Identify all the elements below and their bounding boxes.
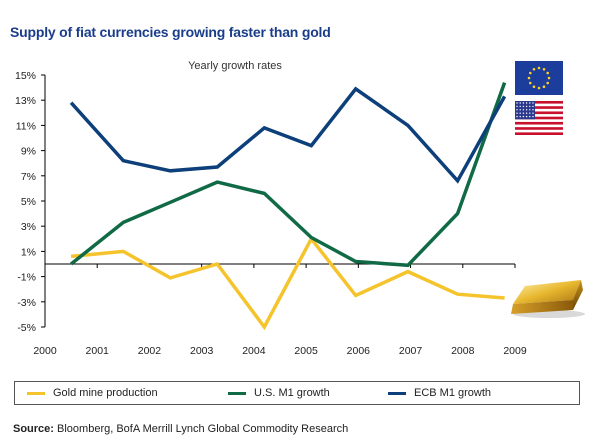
legend-swatch-gold bbox=[27, 391, 45, 395]
us-star bbox=[532, 102, 534, 104]
legend-swatch-us bbox=[228, 391, 246, 395]
x-tick-label: 2000 bbox=[33, 345, 57, 357]
eu-star bbox=[537, 66, 541, 70]
us-star bbox=[519, 102, 521, 104]
us-flag-stripe bbox=[515, 111, 563, 115]
legend-item-gold: Gold mine production bbox=[27, 382, 158, 404]
us-m1-growth-line bbox=[70, 82, 507, 268]
us-star bbox=[525, 112, 528, 114]
x-tick-label: 2006 bbox=[347, 345, 371, 357]
x-tick-label: 2001 bbox=[86, 345, 110, 357]
eu-star bbox=[529, 81, 532, 85]
source-label: Source: bbox=[13, 423, 54, 435]
y-tick-label: -5% bbox=[17, 322, 36, 334]
legend-label-ecb: ECB M1 growth bbox=[414, 387, 492, 399]
us-star bbox=[516, 112, 518, 114]
eu-star bbox=[529, 71, 532, 75]
eu-star bbox=[546, 81, 549, 85]
gold-mine-production-line bbox=[70, 235, 505, 331]
us-star bbox=[516, 115, 518, 118]
y-tick-label: 15% bbox=[15, 70, 36, 82]
us-star bbox=[522, 109, 525, 111]
us-star bbox=[529, 109, 531, 111]
y-tick-label: 5% bbox=[21, 196, 36, 208]
eu-star bbox=[532, 85, 536, 88]
eu-star bbox=[527, 76, 531, 80]
us-star bbox=[525, 105, 528, 108]
us-star bbox=[529, 105, 531, 108]
y-tick-label: 1% bbox=[21, 246, 36, 258]
line-chart: 15% 13% 11% 9% 7% 5% 3% 1% -1% -3% -5% 2000 2001 2002… bbox=[15, 70, 527, 357]
us-star bbox=[519, 109, 521, 111]
us-flag-stripe bbox=[515, 132, 563, 135]
eu-star bbox=[546, 71, 549, 75]
us-star bbox=[522, 102, 525, 104]
us-star bbox=[529, 112, 531, 114]
legend-item-us: U.S. M1 growth bbox=[228, 382, 330, 404]
gold-bar-icon bbox=[507, 274, 587, 325]
legend-label-us: U.S. M1 growth bbox=[254, 387, 330, 399]
y-tick-label: -1% bbox=[17, 272, 36, 284]
y-tick-label: 7% bbox=[21, 171, 36, 183]
eu-star bbox=[532, 68, 536, 71]
us-star bbox=[519, 115, 521, 118]
us-star bbox=[516, 109, 518, 111]
legend-swatch-ecb bbox=[388, 391, 406, 395]
source-text: Bloomberg, BofA Merrill Lynch Global Com… bbox=[57, 423, 349, 435]
x-tick-label: 2008 bbox=[451, 345, 475, 357]
us-star bbox=[516, 102, 518, 104]
y-tick-label: 9% bbox=[21, 146, 36, 158]
x-tick-label: 2009 bbox=[503, 345, 527, 357]
us-flag-stripe bbox=[515, 127, 563, 130]
us-star bbox=[532, 109, 534, 111]
us-star bbox=[522, 112, 525, 114]
chart-series bbox=[69, 82, 507, 331]
x-tick-label: 2005 bbox=[294, 345, 318, 357]
us-star bbox=[525, 102, 528, 104]
eu-star bbox=[537, 86, 541, 90]
y-tick-label: 11% bbox=[16, 120, 36, 132]
eu-star bbox=[542, 85, 546, 88]
legend-label-gold: Gold mine production bbox=[53, 387, 158, 399]
y-tick-label: 13% bbox=[15, 95, 36, 107]
x-tick-label: 2002 bbox=[138, 345, 162, 357]
source-note: Source: Bloomberg, BofA Merrill Lynch Gl… bbox=[13, 423, 348, 435]
y-tick-label: 3% bbox=[21, 221, 36, 233]
us-star bbox=[529, 115, 531, 118]
x-tick-label: 2007 bbox=[399, 345, 423, 357]
us-star bbox=[522, 105, 525, 108]
ecb-m1-growth-line bbox=[69, 86, 507, 184]
legend-item-ecb: ECB M1 growth bbox=[388, 382, 491, 404]
eu-star bbox=[542, 68, 546, 71]
chart-axes bbox=[41, 74, 516, 328]
x-tick-label: 2003 bbox=[190, 345, 214, 357]
us-flag-stripe bbox=[515, 121, 563, 125]
us-star bbox=[532, 105, 534, 108]
us-flag-stripe bbox=[515, 116, 563, 120]
chart-title: Supply of fiat currencies growing faster… bbox=[10, 24, 331, 40]
us-star bbox=[522, 115, 525, 118]
us-star bbox=[532, 115, 534, 118]
eu-flag-icon bbox=[515, 61, 563, 95]
us-star bbox=[529, 102, 531, 104]
us-flag-icon bbox=[515, 101, 563, 135]
us-star bbox=[519, 112, 521, 114]
y-tick-label: -3% bbox=[17, 297, 36, 309]
us-flag-stripe bbox=[515, 101, 563, 104]
us-flag-stripe bbox=[515, 106, 563, 109]
us-star bbox=[532, 112, 534, 114]
chart-legend: Gold mine production U.S. M1 growth ECB … bbox=[14, 381, 580, 405]
chart-tick-labels: 15% 13% 11% 9% 7% 5% 3% 1% -1% -3% -5% 2000 2001 2002… bbox=[15, 70, 527, 357]
eu-star bbox=[547, 76, 551, 80]
us-star bbox=[525, 115, 528, 118]
us-star bbox=[525, 109, 528, 111]
us-star bbox=[516, 105, 518, 108]
x-tick-label: 2004 bbox=[242, 345, 266, 357]
chart-subtitle: Yearly growth rates bbox=[188, 60, 282, 72]
us-star bbox=[519, 105, 521, 108]
